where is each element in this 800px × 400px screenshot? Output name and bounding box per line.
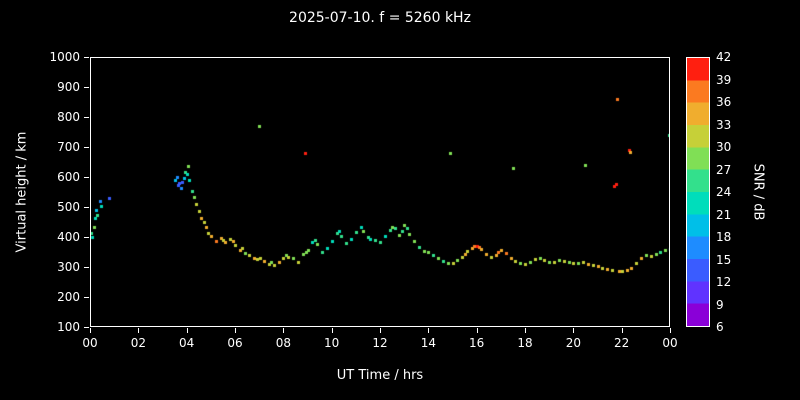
x-tick-mark	[380, 328, 381, 333]
colorbar	[686, 57, 710, 327]
y-tick-label: 600	[57, 170, 80, 184]
x-tick-mark	[186, 328, 188, 333]
colorbar-tick-label: 42	[716, 50, 732, 64]
x-tick-mark	[235, 328, 236, 333]
x-tick-label: 18	[517, 336, 533, 350]
y-tick-label: 700	[57, 140, 80, 154]
colorbar-tick-label: 27	[716, 162, 732, 177]
x-tick-label: 00	[662, 336, 678, 350]
x-tick-mark	[525, 328, 526, 333]
chart-title: 2025-07-10. f = 5260 kHz	[289, 10, 471, 26]
x-tick-label: 10	[324, 336, 340, 350]
scatter-points-canvas	[90, 57, 670, 327]
x-axis-label: UT Time / hrs	[336, 368, 424, 383]
x-tick-mark	[331, 328, 333, 333]
y-tick-label: 200	[57, 290, 80, 304]
x-tick-mark	[428, 328, 430, 333]
colorbar-tick-label: 12	[716, 275, 732, 289]
x-tick-label: 14	[420, 336, 436, 350]
y-tick-mark	[84, 57, 89, 58]
x-tick-label: 00	[82, 336, 98, 350]
y-tick-mark	[84, 297, 89, 298]
y-tick-mark	[84, 147, 89, 148]
y-tick-mark	[84, 177, 89, 178]
colorbar-label: SNR / dB	[750, 163, 766, 221]
y-tick-mark	[84, 117, 89, 118]
colorbar-tick-label: 18	[716, 230, 732, 244]
y-tick-label: 300	[57, 260, 80, 274]
x-tick-label: 16	[469, 336, 485, 350]
colorbar-tick-label: 33	[716, 117, 732, 132]
plot-area	[90, 57, 670, 327]
y-tick-label: 900	[57, 80, 80, 94]
x-tick-label: 20	[565, 336, 581, 350]
x-tick-label: 22	[614, 336, 630, 350]
y-tick-label: 1000	[49, 50, 80, 64]
y-tick-label: 500	[57, 200, 80, 214]
x-tick-mark	[138, 328, 140, 333]
colorbar-tick-label: 21	[716, 207, 732, 222]
y-tick-mark	[84, 207, 89, 208]
x-tick-mark	[283, 328, 285, 333]
colorbar-tick-label: 6	[716, 320, 724, 334]
y-tick-label: 100	[57, 320, 80, 334]
x-tick-mark	[573, 328, 575, 333]
x-tick-label: 04	[179, 336, 195, 350]
y-tick-label: 800	[57, 110, 80, 124]
colorbar-tick-label: 9	[716, 297, 724, 312]
x-tick-label: 06	[227, 336, 243, 350]
y-axis-label: Virtual height / km	[14, 131, 30, 253]
y-tick-mark	[84, 237, 89, 238]
colorbar-tick-label: 24	[716, 185, 732, 199]
colorbar-tick-label: 15	[716, 252, 732, 267]
x-tick-mark	[90, 328, 91, 333]
x-tick-label: 02	[130, 336, 146, 350]
colorbar-tick-label: 39	[716, 72, 732, 87]
x-tick-mark	[670, 328, 671, 333]
colorbar-tick-label: 36	[716, 95, 732, 109]
x-tick-mark	[621, 328, 623, 333]
x-tick-mark	[476, 328, 478, 333]
y-tick-mark	[84, 327, 89, 328]
x-tick-label: 08	[275, 336, 291, 350]
y-tick-label: 400	[57, 230, 80, 244]
colorbar-tick-label: 30	[716, 140, 732, 154]
y-tick-mark	[84, 267, 89, 268]
y-tick-mark	[84, 87, 89, 88]
x-tick-label: 12	[372, 336, 388, 350]
